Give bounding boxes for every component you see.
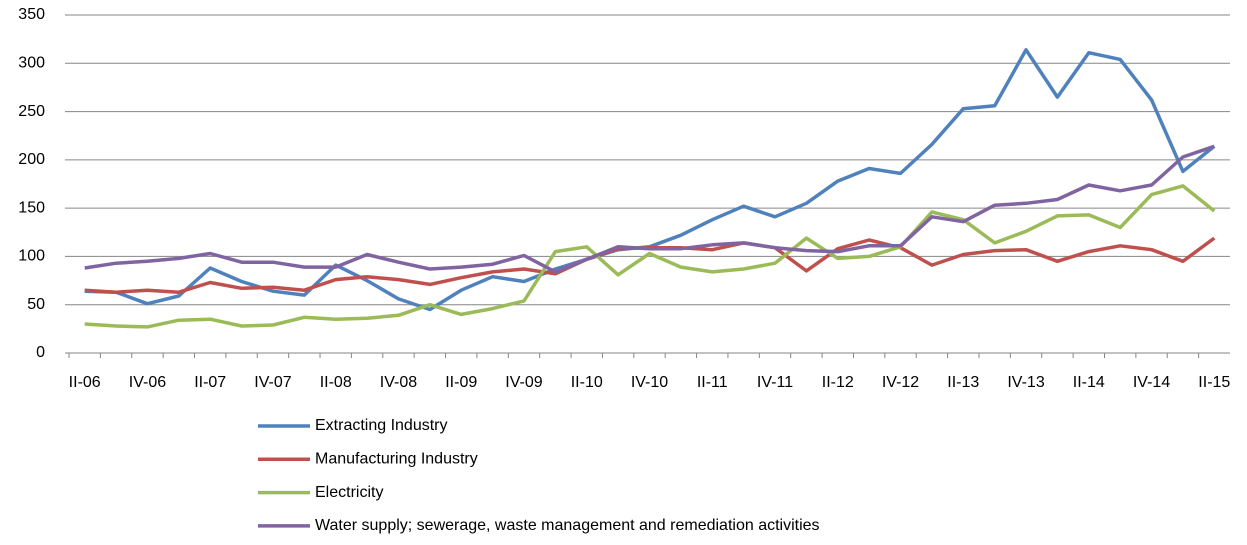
y-tick-label: 200 (18, 151, 45, 168)
x-tick-label: IV-06 (129, 374, 166, 391)
x-tick-label: IV-11 (757, 374, 793, 391)
x-tick-label: IV-13 (1007, 374, 1044, 391)
x-tick-label: II-09 (445, 374, 477, 391)
x-tick-label: II-13 (947, 374, 979, 391)
y-tick-label: 350 (18, 6, 45, 23)
x-tick-label: IV-07 (254, 374, 291, 391)
series-line (84, 144, 1215, 274)
y-tick-label: 100 (18, 248, 45, 265)
x-tick-label: II-06 (69, 374, 101, 391)
y-tick-label: 300 (18, 55, 45, 72)
x-tick-label: II-11 (697, 374, 728, 391)
series-line (84, 48, 1216, 312)
y-tick-label: 250 (18, 103, 45, 120)
series-line (84, 184, 1216, 329)
legend-label: Water supply; sewerage, waste management… (315, 517, 820, 534)
x-tick-label: II-12 (822, 374, 854, 391)
x-tick-label: II-14 (1073, 374, 1105, 391)
x-tick-label: II-15 (1198, 374, 1230, 391)
x-tick-label: II-08 (320, 374, 352, 391)
y-tick-label: 0 (36, 344, 45, 361)
x-tick-label: IV-12 (882, 374, 919, 391)
x-tick-label: IV-10 (631, 374, 668, 391)
x-tick-label: II-10 (571, 374, 603, 391)
legend-label: Electricity (315, 484, 383, 501)
x-tick-label: IV-09 (505, 374, 542, 391)
x-tick-label: IV-08 (380, 374, 417, 391)
y-tick-label: 50 (27, 296, 45, 313)
legend-label: Manufacturing Industry (315, 451, 478, 468)
y-tick-label: 150 (18, 199, 45, 216)
x-tick-label: II-07 (194, 374, 226, 391)
x-tick-label: IV-14 (1133, 374, 1170, 391)
legend-label: Extracting Industry (315, 417, 448, 434)
